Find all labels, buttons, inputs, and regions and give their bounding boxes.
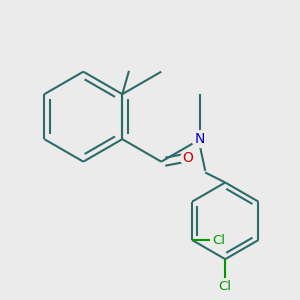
Circle shape: [192, 131, 208, 148]
Text: O: O: [182, 151, 194, 165]
Text: Cl: Cl: [219, 280, 232, 293]
Text: N: N: [195, 132, 206, 146]
Circle shape: [181, 151, 195, 166]
Text: Cl: Cl: [212, 233, 225, 247]
